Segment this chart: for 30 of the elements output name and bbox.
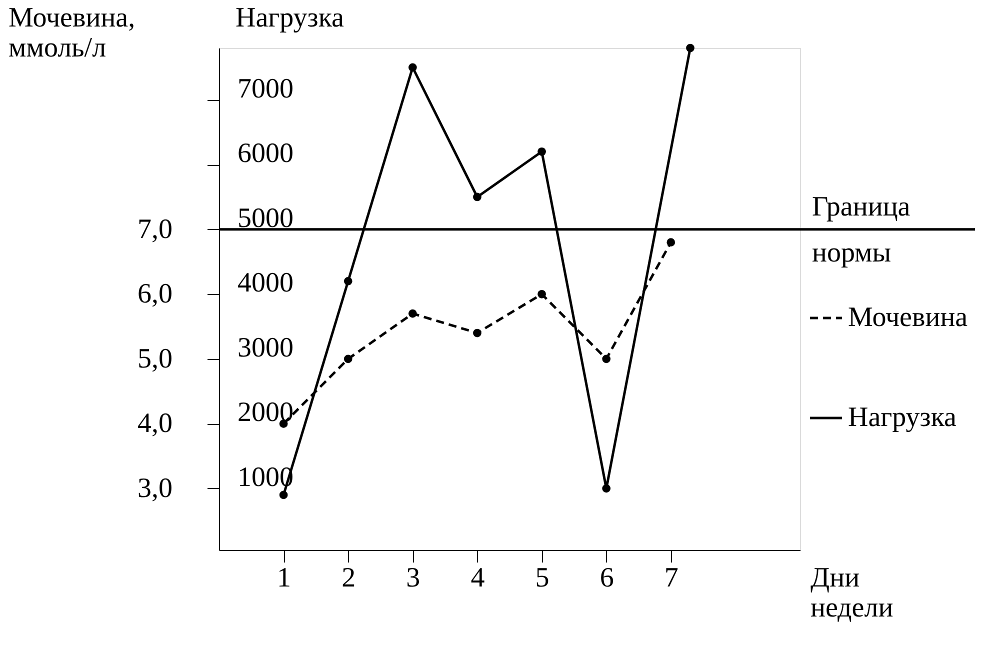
point xyxy=(473,328,482,338)
point xyxy=(408,309,417,318)
legend-label: Нагрузка xyxy=(848,402,958,433)
y2-tick-label: 5,0 xyxy=(138,343,172,374)
y2-tick-label: 4,0 xyxy=(138,408,172,440)
y-tick-label: 6000 xyxy=(238,138,294,170)
point xyxy=(344,354,352,364)
x-tick-label: 1 xyxy=(277,562,292,594)
x-tick-label: 2 xyxy=(342,562,356,594)
x-tick-label: 3 xyxy=(406,562,420,594)
y-tick-label: 4000 xyxy=(238,268,294,299)
x-tick-label: 7 xyxy=(664,562,678,594)
y2-tick-label: 3,0 xyxy=(138,472,172,504)
x-tick-label: 5 xyxy=(535,562,550,594)
y-axis-title: Нагрузка xyxy=(236,2,345,34)
point xyxy=(602,354,611,364)
y-tick-label: 7000 xyxy=(238,73,294,104)
x-tick-label: 6 xyxy=(600,562,614,594)
legend-label: Мочевина xyxy=(848,302,968,333)
y2-axis-title: Мочевина, ммоль/л xyxy=(8,2,136,64)
point xyxy=(666,238,676,246)
y-tick-label: 2000 xyxy=(238,397,294,428)
y-tick-label: 3000 xyxy=(238,332,294,364)
y2-tick-label: 7,0 xyxy=(138,214,172,245)
y2-tick-label: 6,0 xyxy=(138,278,172,310)
y-tick-label: 5000 xyxy=(238,202,294,234)
x-tick-label: 4 xyxy=(470,562,485,594)
ref-line-label: Граница нормы xyxy=(812,191,911,268)
x-axis-title: Дни недели xyxy=(810,562,894,624)
point xyxy=(538,290,546,298)
